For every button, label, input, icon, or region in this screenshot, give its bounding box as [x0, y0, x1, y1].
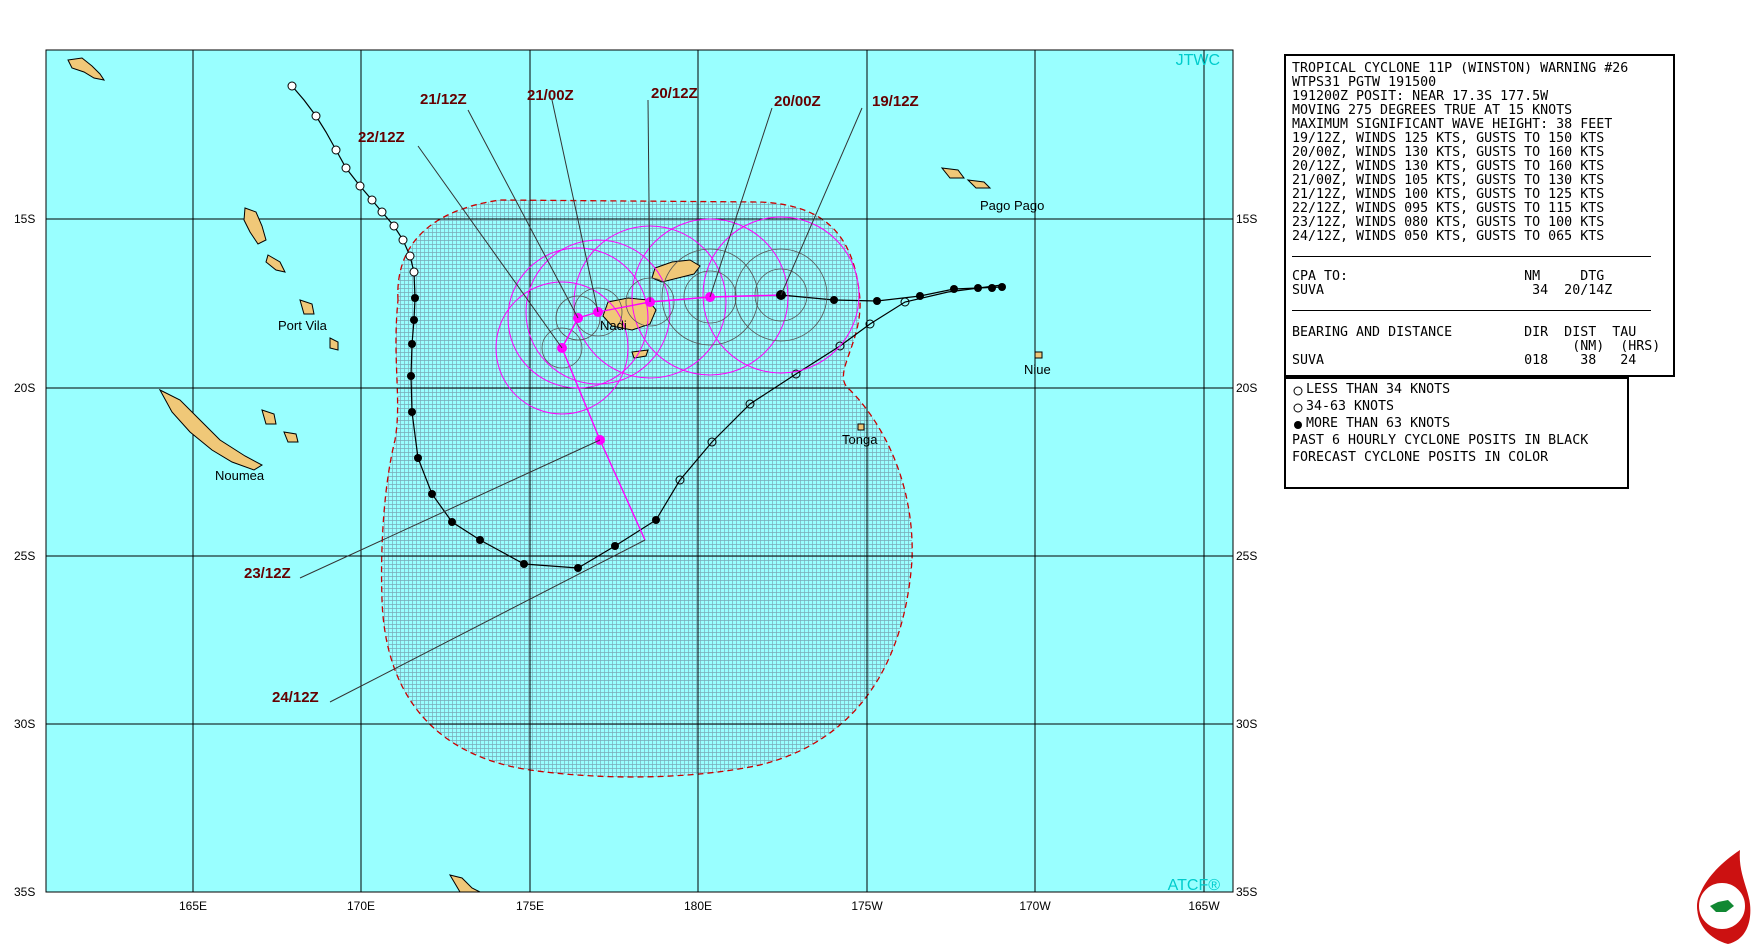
label-24-12z: 24/12Z [272, 689, 319, 706]
lat-label-35s-right: 35S [1236, 885, 1257, 899]
warning-movement: MOVING 275 DEGREES TRUE AT 15 KNOTS [1292, 103, 1573, 118]
lon-label-165e: 165E [179, 899, 207, 913]
lat-label-30s-right: 30S [1236, 717, 1257, 731]
lon-label-170w: 170W [1019, 899, 1051, 913]
atcf-label: ATCF® [1168, 877, 1221, 894]
island-vanuatu-5 [329, 337, 339, 351]
forecast-time-labels: 21/12Z 21/00Z 20/12Z 20/00Z 19/12Z 22/12… [244, 85, 919, 706]
lat-label-20s-right: 20S [1236, 381, 1257, 395]
label-21-00z: 21/00Z [527, 87, 574, 104]
cpa-row: SUVA 34 20/14Z [1292, 283, 1613, 298]
lat-label-15s-left: 15S [14, 212, 35, 226]
island-kadavu [631, 349, 649, 359]
jtwc-logo [1697, 850, 1751, 944]
divider [1292, 310, 1651, 311]
forecast-line: 22/12Z, WINDS 095 KTS, GUSTS TO 115 KTS [1292, 201, 1605, 216]
island-samoa-2 [966, 179, 992, 189]
label-leaders [299, 99, 863, 703]
island-new-caledonia [158, 388, 264, 471]
lon-label-165w: 165W [1188, 899, 1220, 913]
legend-note-past: PAST 6 HOURLY CYCLONE POSITS IN BLACK [1292, 433, 1589, 448]
place-labels: Pago Pago Port Vila Nadi Niue Tonga Noum… [215, 198, 1051, 483]
cpa-header: CPA TO: NM DTG [1292, 269, 1605, 284]
island-vanuatu-2 [243, 207, 267, 245]
forecast-line: 20/00Z, WINDS 130 KTS, GUSTS TO 160 KTS [1292, 145, 1605, 160]
lon-label-175e: 175E [516, 899, 544, 913]
label-20-00z: 20/00Z [774, 93, 821, 110]
label-20-12z: 20/12Z [651, 85, 698, 102]
label-23-12z: 23/12Z [244, 565, 291, 582]
lat-label-15s-right: 15S [1236, 212, 1257, 226]
recent-track [780, 286, 1003, 302]
lat-label-20s-left: 20S [14, 381, 35, 395]
lat-label-35s-left: 35S [14, 885, 35, 899]
island-samoa-1 [940, 167, 965, 179]
warning-info-box: TROPICAL CYCLONE 11P (WINSTON) WARNING #… [1284, 54, 1675, 377]
island-tonga [857, 423, 865, 431]
warning-wave-height: MAXIMUM SIGNIFICANT WAVE HEIGHT: 38 FEET [1292, 117, 1613, 132]
label-19-12z: 19/12Z [872, 93, 919, 110]
bearing-header-2: (NM) (HRS) [1292, 339, 1661, 354]
lat-label-25s-left: 25S [14, 549, 35, 563]
label-21-12z: 21/12Z [420, 91, 467, 108]
place-pago-pago: Pago Pago [980, 198, 1044, 213]
lon-label-180e: 180E [684, 899, 712, 913]
island-vanuatu-3 [265, 254, 286, 273]
legend-item-strong: MORE THAN 63 KNOTS [1306, 416, 1451, 431]
label-22-12z: 22/12Z [358, 129, 405, 146]
bearing-row: SUVA 018 38 24 [1292, 353, 1637, 368]
place-niue: Niue [1024, 362, 1051, 377]
forecast-line: 20/12Z, WINDS 130 KTS, GUSTS TO 160 KTS [1292, 159, 1605, 174]
forecast-line: 24/12Z, WINDS 050 KTS, GUSTS TO 065 KTS [1292, 229, 1605, 244]
bearing-header: BEARING AND DISTANCE DIR DIST TAU [1292, 325, 1637, 340]
island-vanuatu-1 [67, 57, 106, 81]
island-south [448, 874, 481, 892]
forecast-line: 21/00Z, WINDS 105 KTS, GUSTS TO 130 KTS [1292, 173, 1605, 188]
place-noumea: Noumea [215, 468, 265, 483]
place-tonga: Tonga [842, 432, 878, 447]
warning-posit: 191200Z POSIT: NEAR 17.3S 177.5W [1292, 89, 1549, 104]
warning-id: WTPS31 PGTW 191500 [1292, 75, 1437, 90]
forecast-line: 19/12Z, WINDS 125 KTS, GUSTS TO 150 KTS [1292, 131, 1605, 146]
lat-label-25s-right: 25S [1236, 549, 1257, 563]
place-port-vila: Port Vila [278, 318, 328, 333]
lon-label-170e: 170E [347, 899, 375, 913]
grid-lines [46, 50, 1233, 892]
map-border [45, 49, 1234, 893]
latitude-labels: 15S 20S 25S 30S 35S 15S 20S 25S 30S 35S [14, 212, 1257, 899]
warning-title: TROPICAL CYCLONE 11P (WINSTON) WARNING #… [1292, 61, 1629, 76]
danger-area [380, 199, 913, 778]
forecast-line: 23/12Z, WINDS 080 KTS, GUSTS TO 100 KTS [1292, 215, 1605, 230]
lat-label-30s-left: 30S [14, 717, 35, 731]
divider [1292, 256, 1651, 257]
forecast-track [495, 216, 860, 541]
legend-box: LESS THAN 34 KNOTS 34-63 KNOTS MORE THAN… [1284, 377, 1629, 489]
legend-symbols [1293, 386, 1303, 429]
island-loyalty-2 [283, 431, 299, 443]
longitude-labels: 165E 170E 175E 180E 175W 170W 165W [179, 899, 1220, 913]
legend-item-moderate: 34-63 KNOTS [1306, 399, 1395, 414]
jtwc-label: JTWC [1176, 52, 1220, 69]
island-vanuatu-4 [299, 299, 315, 315]
lon-label-175w: 175W [851, 899, 883, 913]
forecast-line: 21/12Z, WINDS 100 KTS, GUSTS TO 125 KTS [1292, 187, 1605, 202]
island-niue [1034, 351, 1043, 359]
legend-item-weak: LESS THAN 34 KNOTS [1306, 382, 1451, 397]
place-nadi: Nadi [600, 318, 627, 333]
island-loyalty-1 [261, 409, 277, 425]
legend-note-forecast: FORECAST CYCLONE POSITS IN COLOR [1292, 450, 1549, 465]
